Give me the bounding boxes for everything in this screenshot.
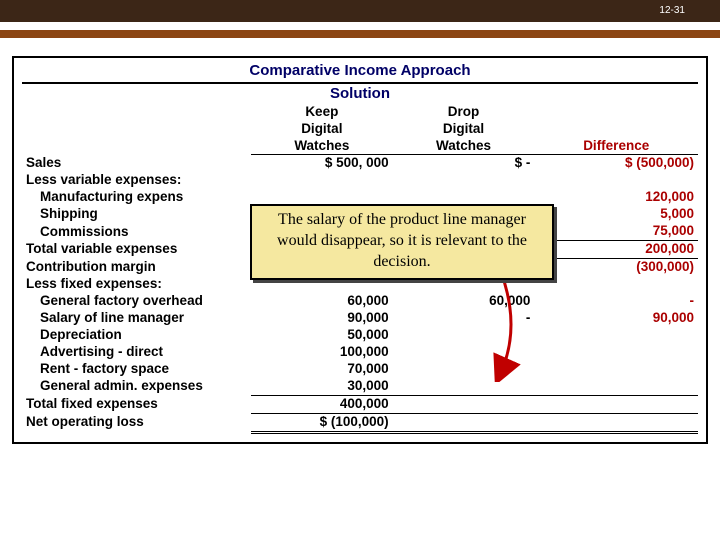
keep-value: 70,000 [251,361,393,378]
row-label: Net operating loss [22,413,251,432]
table-row: General factory overhead60,00060,000- [22,293,698,310]
keep-value: 100,000 [251,344,393,361]
diff-value [534,361,698,378]
keep-value: $ 500, 000 [251,155,393,172]
col-drop-h2: Digital [393,121,535,138]
diff-value: 200,000 [534,241,698,259]
diff-value [534,413,698,432]
row-label: Commissions [22,223,251,240]
rule-under-title [22,82,698,84]
table-row: Net operating loss$ (100,000) [22,413,698,432]
keep-value: 90,000 [251,310,393,327]
row-label: Total variable expenses [22,241,251,259]
drop-value [393,413,535,432]
col-keep-h1: Keep [251,104,393,121]
diff-value: - [534,293,698,310]
row-label: General admin. expenses [22,378,251,395]
row-label: Less variable expenses: [22,172,251,189]
diff-value [534,395,698,413]
content-box: Comparative Income Approach Solution Kee… [12,56,708,444]
row-label: Salary of line manager [22,310,251,327]
keep-value: 30,000 [251,378,393,395]
col-keep-h2: Digital [251,121,393,138]
title-line-1: Comparative Income Approach [22,62,698,81]
keep-value [251,172,393,189]
table-row: Sales$ 500, 000$ -$ (500,000) [22,155,698,172]
row-label: Depreciation [22,327,251,344]
diff-value [534,344,698,361]
diff-value [534,276,698,293]
drop-value: $ - [393,155,535,172]
col-keep-h3: Watches [251,138,393,155]
diff-value: 5,000 [534,206,698,223]
diff-value: $ (500,000) [534,155,698,172]
col-drop-h1: Drop [393,104,535,121]
drop-value [393,172,535,189]
table-row: General admin. expenses30,000 [22,378,698,395]
arrow-icon [491,272,531,382]
diff-value: (300,000) [534,259,698,276]
page-number: 12-31 [659,5,685,16]
row-label: Shipping [22,206,251,223]
row-label: Manufacturing expens [22,189,251,206]
drop-value [393,395,535,413]
table-row: Depreciation50,000 [22,327,698,344]
table-row: Rent - factory space70,000 [22,361,698,378]
row-label: Total fixed expenses [22,395,251,413]
diff-value [534,378,698,395]
table-row: Less variable expenses: [22,172,698,189]
keep-value: 60,000 [251,293,393,310]
row-label: Sales [22,155,251,172]
table-row: Salary of line manager90,000-90,000 [22,310,698,327]
col-drop-h3: Watches [393,138,535,155]
accent-stripe [0,30,720,38]
keep-value: $ (100,000) [251,413,393,432]
row-label: Less fixed expenses: [22,276,251,293]
table-row: Total fixed expenses400,000 [22,395,698,413]
diff-value [534,172,698,189]
diff-value: 120,000 [534,189,698,206]
top-bar: 12-31 [0,0,720,22]
col-diff-h1: Difference [534,138,698,155]
diff-value: 75,000 [534,223,698,240]
keep-value: 50,000 [251,327,393,344]
row-label: Rent - factory space [22,361,251,378]
callout-box: The salary of the product line manager w… [250,204,554,280]
table-row: Advertising - direct100,000 [22,344,698,361]
row-label: General factory overhead [22,293,251,310]
diff-value: 90,000 [534,310,698,327]
title-line-2: Solution [22,85,698,104]
row-label: Advertising - direct [22,344,251,361]
diff-value [534,327,698,344]
row-label: Contribution margin [22,259,251,276]
keep-value: 400,000 [251,395,393,413]
